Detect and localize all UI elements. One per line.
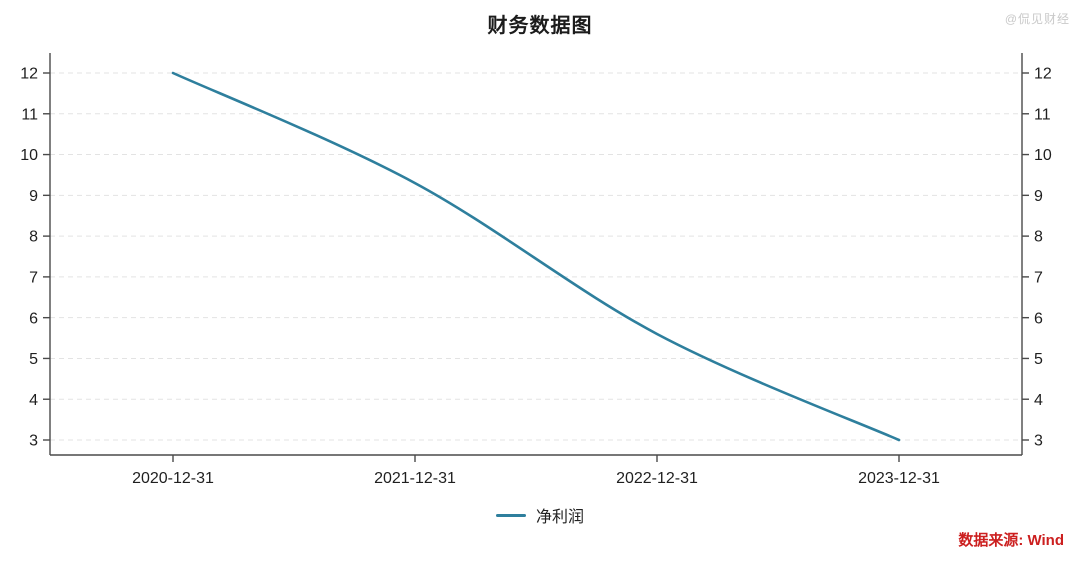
svg-text:12: 12	[20, 66, 38, 83]
svg-text:2020-12-31: 2020-12-31	[132, 470, 214, 487]
svg-text:2023-12-31: 2023-12-31	[858, 470, 940, 487]
svg-text:5: 5	[1034, 351, 1043, 368]
svg-text:9: 9	[1034, 188, 1043, 205]
svg-text:4: 4	[1034, 392, 1043, 409]
svg-text:4: 4	[29, 392, 38, 409]
svg-text:7: 7	[29, 269, 38, 286]
svg-text:12: 12	[1034, 66, 1052, 83]
svg-text:8: 8	[29, 229, 38, 246]
chart-legend: 净利润	[0, 503, 1080, 527]
chart-area: 3 3 4 4 5 5 6 6 7 7 8 8 9 9 10 10 11 11 12 12 2020-12-31 2021…	[0, 40, 1080, 490]
svg-text:2022-12-31: 2022-12-31	[616, 470, 698, 487]
svg-text:6: 6	[29, 310, 38, 327]
svg-text:9: 9	[29, 188, 38, 205]
svg-text:10: 10	[20, 147, 38, 164]
svg-text:7: 7	[1034, 269, 1043, 286]
data-source-note: 数据来源: Wind	[958, 532, 1064, 549]
svg-text:6: 6	[1034, 310, 1043, 327]
legend-series-label: 净利润	[535, 509, 584, 526]
svg-text:3: 3	[29, 433, 38, 450]
svg-text:2021-12-31: 2021-12-31	[374, 470, 456, 487]
line-chart: 3 3 4 4 5 5 6 6 7 7 8 8 9 9 10 10 11 11 12 12 2020-12-31 2021…	[20, 53, 1052, 487]
svg-text:10: 10	[1034, 147, 1052, 164]
watermark-text: @侃见财经	[1004, 12, 1070, 26]
svg-text:11: 11	[21, 106, 38, 123]
svg-text:3: 3	[1034, 433, 1043, 450]
svg-text:8: 8	[1034, 229, 1043, 246]
legend-line-marker	[495, 513, 526, 517]
svg-text:11: 11	[1034, 106, 1051, 123]
svg-text:5: 5	[29, 351, 38, 368]
page-title: 财务数据图	[487, 15, 593, 37]
